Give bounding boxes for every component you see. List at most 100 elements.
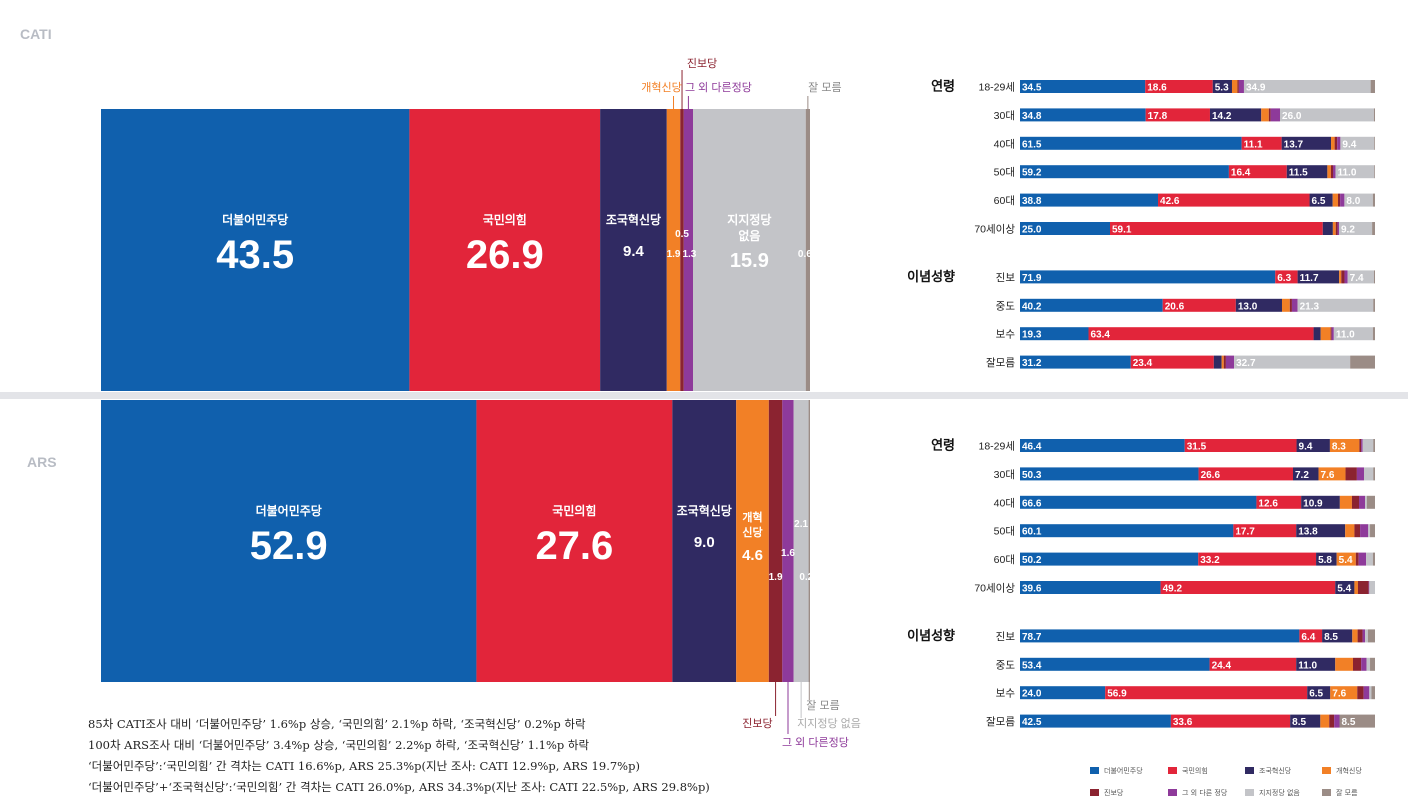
bar-segment bbox=[1344, 270, 1348, 284]
segment-value-label: 34.8 bbox=[1022, 111, 1042, 122]
callout-label: 진보당 bbox=[742, 717, 772, 730]
bar-segment bbox=[1335, 222, 1338, 235]
bar-segment bbox=[736, 400, 769, 682]
note-line: ‘더불어민주당’+‘조국혁신당’:‘국민의힘’ 간 격차는 CATI 26.0%… bbox=[88, 780, 710, 794]
bar-segment bbox=[1198, 552, 1317, 566]
bar-segment bbox=[1363, 686, 1370, 700]
callout-label: 그 외 다른정당 bbox=[782, 736, 849, 749]
bar-segment bbox=[1350, 355, 1375, 369]
segment-value-label: 5.4 bbox=[1339, 555, 1353, 566]
group-label: 이념성향 bbox=[907, 269, 955, 284]
bar-segment bbox=[1365, 629, 1368, 643]
bar-segment bbox=[1313, 327, 1321, 341]
notes: 85차 CATI조사 대비 ‘더불어민주당’ 1.6%p 상승, ‘국민의힘’ … bbox=[88, 714, 710, 798]
segment-value-label: 31.2 bbox=[1022, 358, 1042, 369]
bar-segment bbox=[1225, 355, 1235, 369]
bar-segment bbox=[1281, 298, 1290, 312]
bar-segment bbox=[1373, 270, 1375, 284]
bar-segment bbox=[1221, 355, 1224, 369]
segment-value-label: 50.3 bbox=[1022, 470, 1042, 481]
bar-segment bbox=[1357, 686, 1364, 700]
bar-segment bbox=[1333, 327, 1373, 341]
bar-segment bbox=[1366, 495, 1375, 509]
legend-swatch bbox=[1322, 767, 1331, 774]
bar-segment bbox=[1020, 495, 1257, 509]
segment-value-label: 7.6 bbox=[1321, 470, 1335, 481]
legend-label: 더불어민주당 bbox=[1104, 767, 1143, 775]
bar-segment bbox=[1110, 222, 1323, 235]
bar-segment bbox=[1345, 467, 1357, 481]
bar-segment bbox=[1020, 193, 1159, 207]
bar-segment bbox=[1318, 467, 1346, 481]
group-label: 연령 bbox=[931, 438, 955, 453]
segment-value-label: 34.9 bbox=[1246, 83, 1266, 94]
section-divider bbox=[0, 392, 1408, 399]
row-label: 중도 bbox=[996, 300, 1016, 312]
segment-value-label: 5.4 bbox=[1337, 584, 1351, 595]
segment-value-label: 11.0 bbox=[1336, 330, 1355, 341]
bar-segment bbox=[1297, 270, 1340, 284]
row-label: 70세이상 bbox=[974, 583, 1015, 595]
bar-segment bbox=[1370, 80, 1375, 93]
bar-segment bbox=[1020, 80, 1146, 93]
bar-segment bbox=[1238, 80, 1244, 93]
bar-segment bbox=[1145, 108, 1210, 122]
bar-segment bbox=[1307, 686, 1331, 700]
segment-value-label: 42.6 bbox=[1160, 196, 1180, 207]
segment-value-label: 43.5 bbox=[216, 233, 294, 277]
bar-segment bbox=[1235, 298, 1282, 312]
group-label: 연령 bbox=[931, 79, 955, 94]
segment-value-label: 59.2 bbox=[1022, 168, 1042, 179]
segment-value-label: 31.5 bbox=[1187, 442, 1207, 453]
segment-name-label: 더불어민주당 bbox=[222, 212, 288, 227]
bar-segment bbox=[680, 109, 684, 391]
bar-segment bbox=[1261, 108, 1269, 122]
bar-segment bbox=[1316, 552, 1337, 566]
bar-segment bbox=[1354, 581, 1358, 594]
bar-segment bbox=[683, 109, 694, 391]
bar-segment bbox=[1290, 714, 1321, 728]
legend-item: 더불어민주당 bbox=[1090, 766, 1143, 776]
segment-value-label: 60.1 bbox=[1022, 527, 1042, 538]
bar-segment bbox=[1020, 165, 1229, 179]
segment-value-label: 61.5 bbox=[1022, 139, 1042, 150]
segment-value-label: 13.8 bbox=[1298, 527, 1318, 538]
bar-segment bbox=[1370, 657, 1375, 671]
bar-segment bbox=[1332, 193, 1339, 207]
segment-value-label: 1.9 bbox=[667, 249, 681, 260]
segment-value-label: 2.1 bbox=[794, 519, 808, 530]
bar-segment bbox=[1352, 629, 1358, 643]
bar-segment bbox=[1020, 467, 1199, 481]
bar-segment bbox=[1334, 136, 1338, 150]
bar-segment bbox=[1361, 439, 1363, 452]
section-label-cati: CATI bbox=[20, 26, 52, 42]
segment-name-label: 개혁 bbox=[742, 510, 762, 524]
segment-value-label: 10.9 bbox=[1303, 498, 1323, 509]
bar-segment bbox=[1337, 136, 1341, 150]
segment-value-label: 11.1 bbox=[1244, 139, 1263, 150]
row-label: 50대 bbox=[994, 167, 1015, 179]
segment-value-label: 9.0 bbox=[694, 534, 715, 551]
bar-segment bbox=[1341, 270, 1345, 284]
segment-value-label: 24.4 bbox=[1212, 660, 1232, 671]
bar-segment bbox=[101, 400, 477, 682]
segment-value-label: 8.5 bbox=[1292, 717, 1306, 728]
bar-segment bbox=[1296, 657, 1336, 671]
legend-item: 잘 모름 bbox=[1322, 788, 1358, 798]
segment-value-label: 52.9 bbox=[250, 524, 328, 568]
bar-segment bbox=[1373, 108, 1375, 122]
bar-segment bbox=[1360, 524, 1369, 538]
callout-label: 진보당 bbox=[687, 57, 717, 70]
bar-segment bbox=[1289, 298, 1292, 312]
bar-segment bbox=[1209, 657, 1297, 671]
callout-label: 개혁신당 bbox=[641, 81, 681, 94]
segment-value-label: 15.9 bbox=[730, 250, 769, 272]
bar-segment bbox=[1369, 581, 1375, 594]
segment-value-label: 18.6 bbox=[1147, 83, 1167, 94]
callout-label: 지지정당 없음 bbox=[797, 717, 861, 730]
note-line: 100차 ARS조사 대비 ‘더불어민주당’ 3.4%p 상승, ‘국민의힘’ … bbox=[88, 738, 590, 752]
bar-segment bbox=[805, 109, 810, 391]
legend-label: 진보당 bbox=[1104, 789, 1124, 797]
bar-segment bbox=[1335, 581, 1355, 594]
